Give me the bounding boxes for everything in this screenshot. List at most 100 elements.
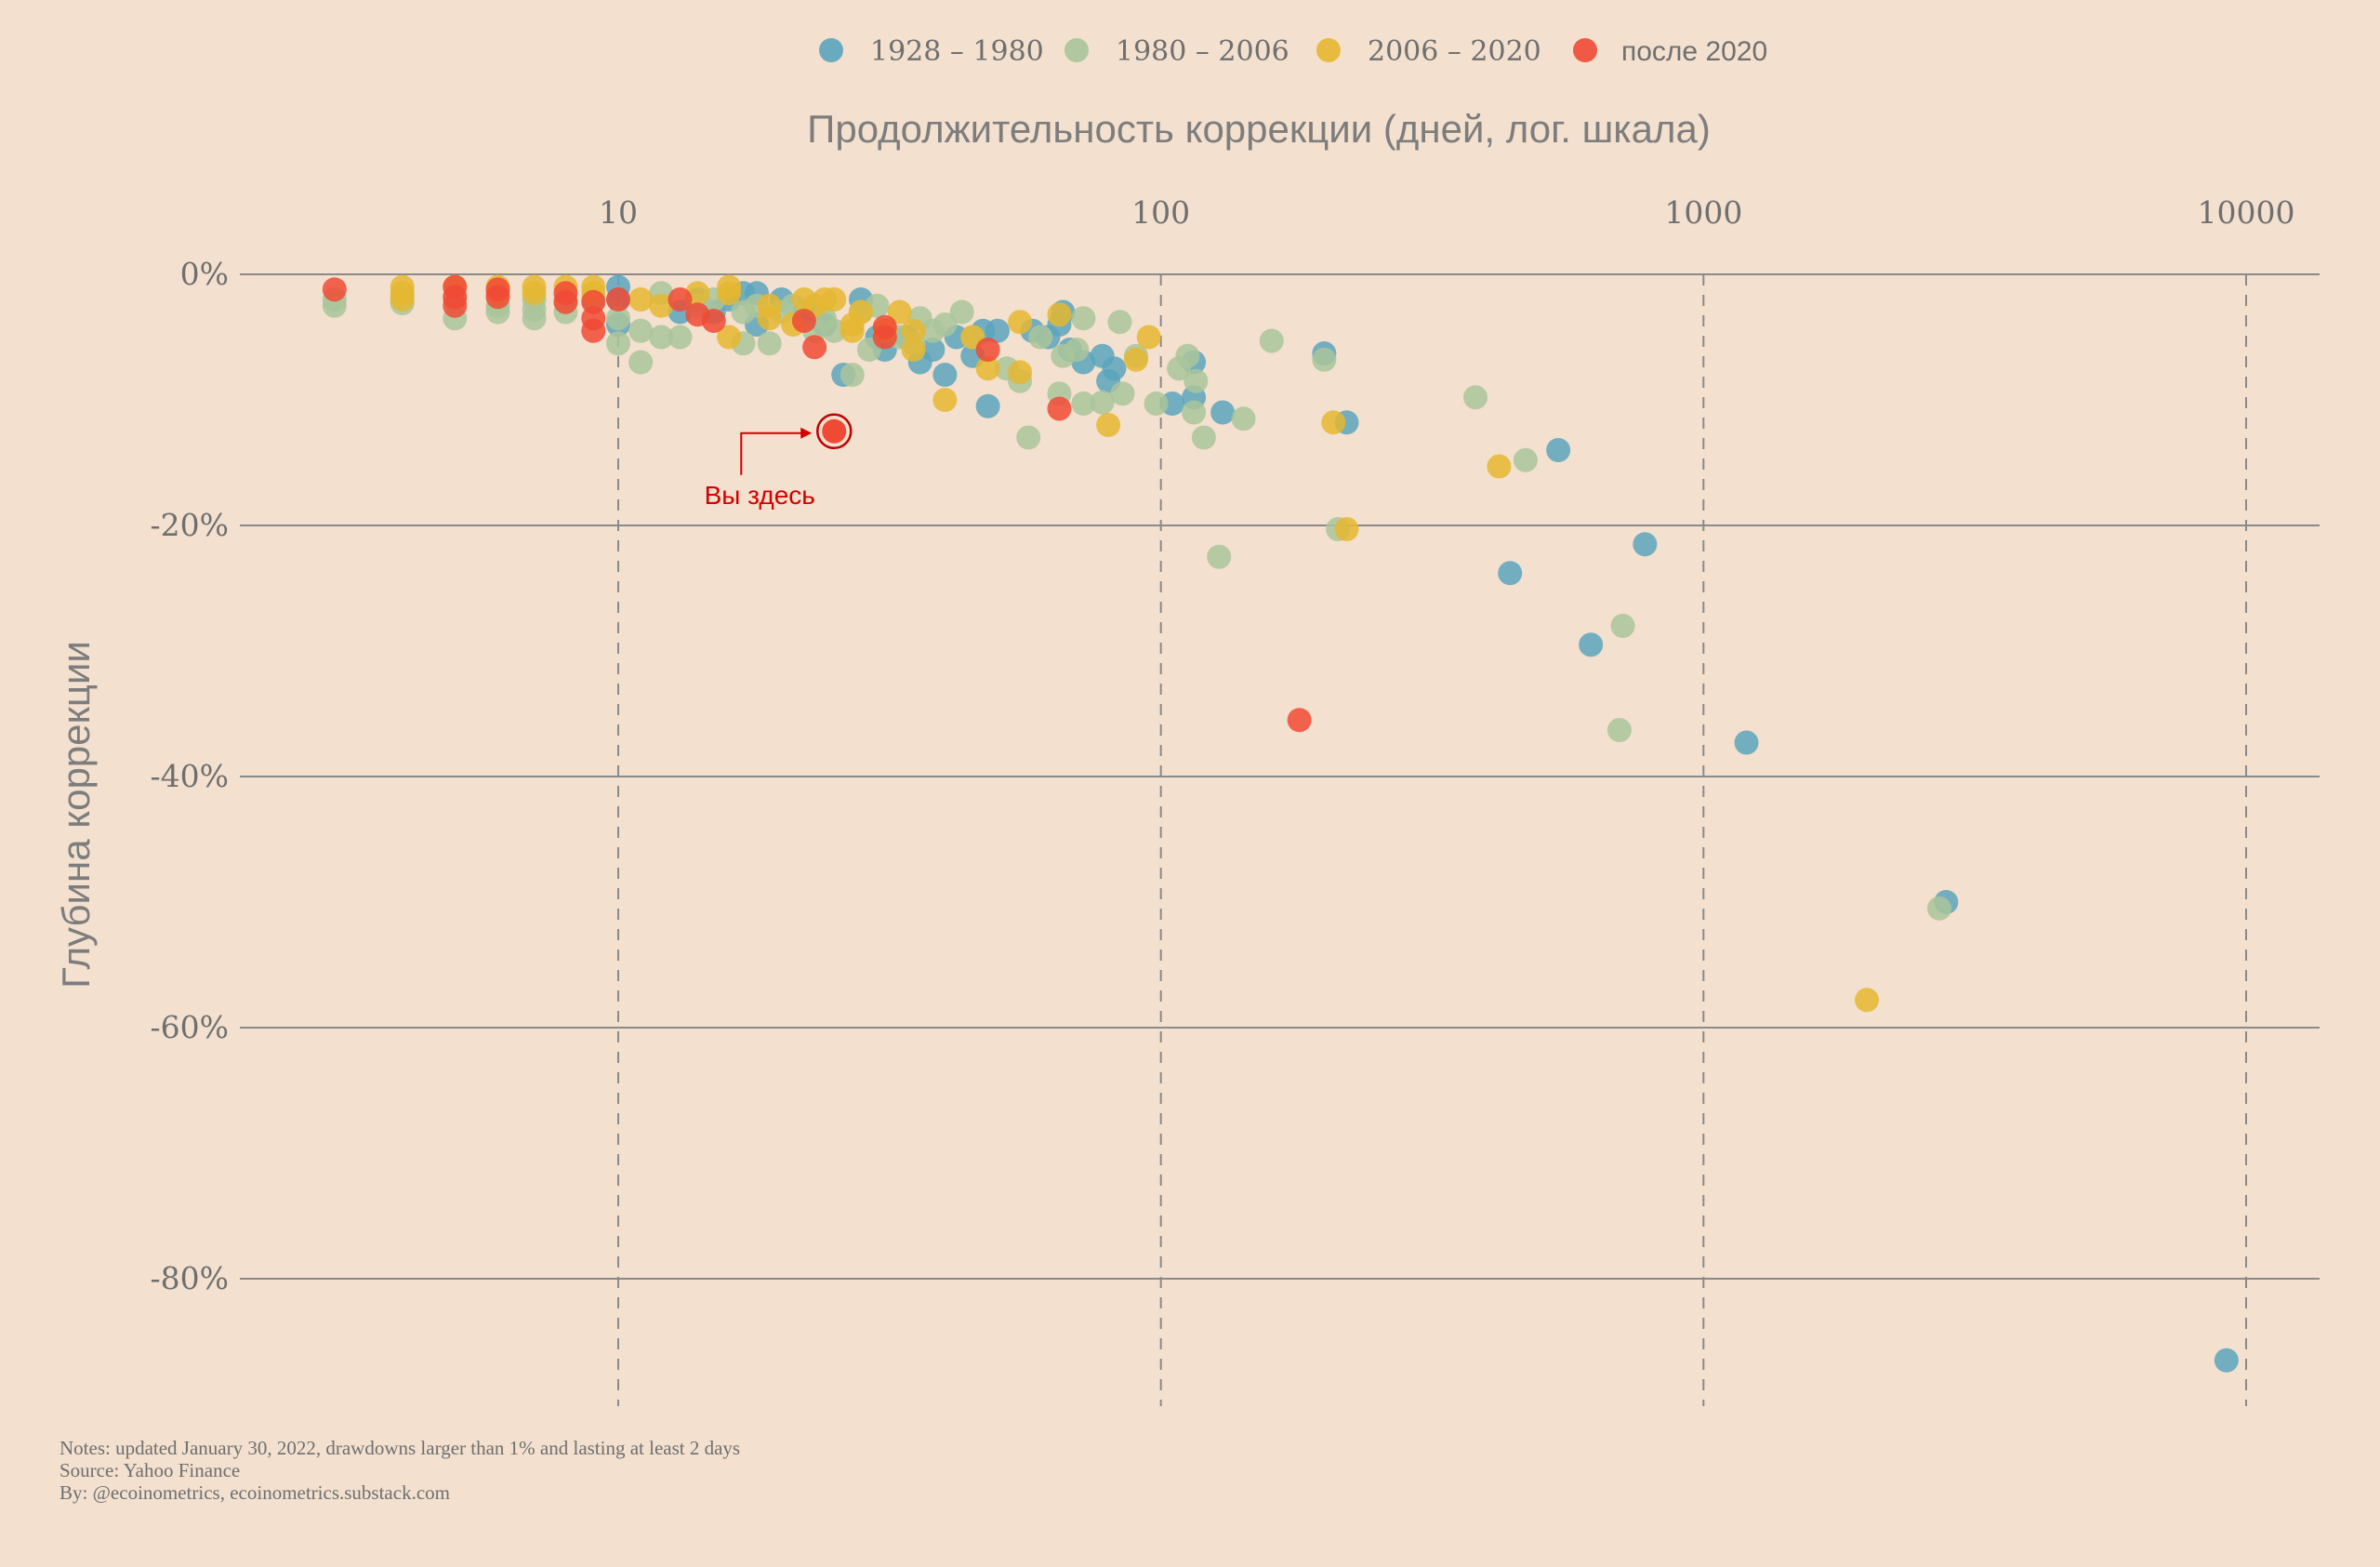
data-point (802, 335, 827, 360)
annotation-layer: Вы здесь (705, 413, 853, 510)
data-point (975, 356, 1000, 381)
grid-lines (240, 273, 2320, 1406)
x-tick-label: 10 (599, 194, 638, 231)
data-point (1102, 356, 1127, 381)
x-tick-label: 100 (1131, 194, 1190, 231)
data-point (649, 293, 674, 318)
data-point (553, 289, 578, 314)
data-point (822, 318, 847, 343)
series-group (390, 274, 1880, 1013)
data-point (1855, 988, 1880, 1013)
chart-footer: Notes: updated January 30, 2022, drawdow… (60, 1437, 740, 1504)
data-point (1110, 381, 1135, 406)
data-point (649, 325, 674, 350)
data-point (1071, 392, 1096, 417)
data-point (668, 287, 693, 312)
data-point (1064, 338, 1090, 362)
data-point (1191, 425, 1216, 450)
data-point (1008, 360, 1033, 385)
y-tick-label: 0% (180, 256, 229, 292)
data-point (985, 318, 1010, 343)
data-point (628, 287, 654, 312)
data-point (581, 318, 606, 343)
data-point (485, 285, 510, 310)
footer-source: Source: Yahoo Finance (60, 1459, 241, 1481)
data-point (757, 331, 782, 356)
data-point (1107, 310, 1132, 335)
data-point (1136, 325, 1161, 350)
data-point (901, 318, 926, 343)
data-points (322, 274, 2239, 1373)
data-point (1334, 517, 1359, 542)
data-point (1231, 406, 1256, 432)
data-point (932, 312, 958, 337)
y-tick-label: -60% (151, 1009, 230, 1045)
series-group (322, 274, 1312, 733)
y-tick-label: -20% (151, 507, 230, 543)
data-point (932, 363, 958, 387)
data-point (1210, 400, 1236, 425)
annotation-arrowhead (800, 427, 813, 439)
data-point (840, 318, 865, 343)
data-point (1071, 306, 1096, 331)
highlight-ring (816, 413, 853, 449)
data-point (701, 308, 726, 333)
data-point (2214, 1348, 2239, 1373)
tick-labels: 0% -20% -40% -60% -80% 10 100 1000 10000 (151, 194, 2295, 1296)
data-point (822, 287, 847, 312)
data-point (1321, 410, 1346, 435)
data-point (1463, 385, 1488, 410)
footer-notes: Notes: updated January 30, 2022, drawdow… (60, 1437, 741, 1459)
legend-label: после 2020 (1621, 36, 1767, 67)
legend-item: 1980 – 2006 (1064, 35, 1289, 68)
data-point (920, 338, 945, 362)
data-point (390, 287, 415, 312)
data-point (1123, 347, 1148, 372)
data-point (1312, 347, 1337, 372)
y-tick-label: -40% (151, 758, 230, 794)
legend-item: 1928 – 1980 (819, 35, 1044, 68)
data-point (322, 277, 347, 302)
data-point (1047, 396, 1072, 421)
data-point (949, 299, 974, 325)
y-tick-label: -80% (151, 1260, 230, 1296)
legend-marker (819, 38, 843, 62)
data-point (1610, 614, 1635, 638)
data-point (717, 281, 742, 306)
data-point (975, 338, 1000, 362)
data-point (1579, 632, 1604, 657)
data-point (1028, 325, 1053, 350)
data-point (1096, 413, 1121, 437)
y-axis-title: Глубина коррекции (54, 641, 98, 989)
x-tick-label: 10000 (2198, 194, 2295, 231)
data-point (1734, 730, 1759, 755)
legend-marker (1064, 38, 1089, 62)
footer-by: By: @ecoinometrics, ecoinometrics.substa… (60, 1481, 450, 1504)
annotation-label: Вы здесь (705, 481, 815, 510)
data-point (1016, 425, 1041, 450)
data-point (848, 299, 873, 325)
data-point (1183, 368, 1209, 393)
data-point (606, 287, 630, 312)
data-point (1287, 708, 1312, 733)
data-point (443, 293, 468, 318)
chart-legend: 1928 – 1980 1980 – 2006 2006 – 2020 после 2… (819, 35, 1767, 68)
series-group (606, 274, 2239, 1373)
data-point (901, 338, 926, 362)
data-point (668, 325, 693, 350)
data-point (872, 325, 897, 350)
data-point (1498, 561, 1523, 586)
data-point (1047, 302, 1072, 327)
data-point (1546, 438, 1571, 462)
data-point (1259, 328, 1284, 353)
legend-item: после 2020 (1573, 36, 1767, 67)
data-point (932, 388, 958, 412)
legend-label: 1928 – 1980 (870, 35, 1044, 68)
data-point (1487, 454, 1512, 479)
annotation-arrow (740, 432, 805, 475)
data-point (840, 363, 865, 387)
x-axis-title: Продолжительность коррекции (дней, лог. … (807, 107, 1711, 151)
data-point (757, 306, 782, 331)
data-point (606, 331, 630, 356)
